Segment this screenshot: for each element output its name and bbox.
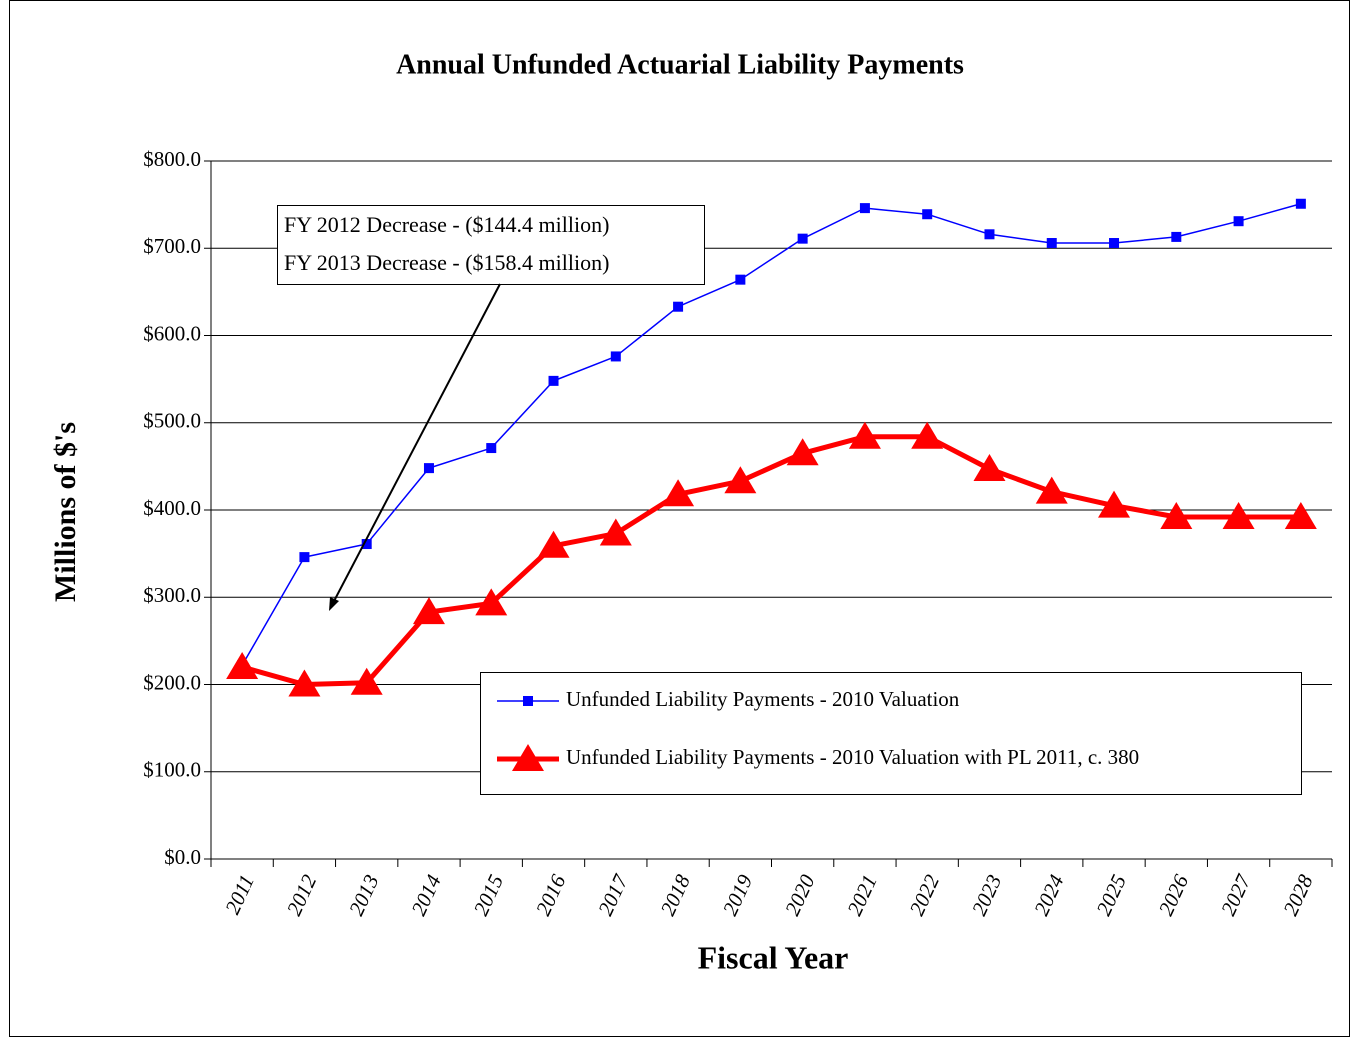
marker (1233, 216, 1244, 227)
y-tick-label: $600.0 (143, 321, 201, 345)
marker (350, 667, 383, 695)
marker (599, 518, 632, 546)
y-axis-label: Millions of $'s (49, 422, 82, 602)
x-axis-label: Fiscal Year (698, 939, 849, 975)
chart-title: Annual Unfunded Actuarial Liability Paym… (396, 49, 964, 80)
series (226, 198, 1317, 697)
marker (848, 421, 881, 449)
annotation: FY 2012 Decrease - ($144.4 million) (284, 212, 609, 237)
legend-label: Unfunded Liability Payments - 2010 Valua… (566, 687, 960, 711)
y-tick-label: $500.0 (143, 409, 201, 433)
marker (288, 669, 321, 697)
series-line (241, 203, 1302, 666)
annotation-arrow (332, 283, 501, 604)
marker (1109, 238, 1120, 249)
marker (486, 443, 497, 454)
marker (548, 375, 559, 386)
y-tick-label: $100.0 (143, 758, 201, 782)
marker (786, 438, 819, 466)
legend-entries: Unfunded Liability Payments - 2010 Valua… (497, 687, 1139, 771)
marker (523, 696, 533, 706)
marker (911, 421, 944, 449)
marker (1171, 231, 1182, 242)
marker (1160, 501, 1193, 529)
y-tick-label: $0.0 (164, 845, 201, 869)
marker (973, 453, 1006, 481)
marker (475, 588, 508, 616)
legend (480, 672, 1302, 795)
marker (537, 530, 570, 558)
marker (662, 479, 695, 507)
marker (735, 274, 746, 285)
chart-border (9, 0, 1350, 1037)
marker (423, 463, 434, 474)
y-tick-label: $400.0 (143, 496, 201, 520)
marker (1035, 476, 1068, 504)
marker (299, 552, 310, 563)
annotation: FY 2013 Decrease - ($158.4 million) (284, 250, 609, 275)
marker (412, 597, 445, 625)
marker (1284, 501, 1317, 529)
marker (984, 229, 995, 240)
y-tick-label: $300.0 (143, 583, 201, 607)
marker (1222, 501, 1255, 529)
marker (724, 466, 757, 494)
marker (922, 209, 933, 220)
y-tick-label: $200.0 (143, 670, 201, 694)
marker (610, 351, 621, 362)
legend-label: Unfunded Liability Payments - 2010 Valua… (566, 745, 1139, 769)
arrow-head (329, 597, 339, 611)
marker (361, 539, 372, 550)
marker (1098, 490, 1131, 518)
marker (226, 652, 259, 680)
y-tick-label: $800.0 (143, 147, 201, 171)
marker (1295, 198, 1306, 209)
annotation-box (277, 205, 705, 285)
marker (512, 744, 544, 771)
marker (1046, 238, 1057, 249)
marker (797, 233, 808, 244)
y-tick-label: $700.0 (143, 234, 201, 258)
marker (673, 301, 684, 312)
marker (859, 203, 870, 214)
